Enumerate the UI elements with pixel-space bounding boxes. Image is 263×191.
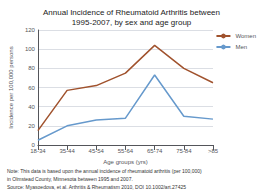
- svg-text:75-84: 75-84: [176, 148, 192, 154]
- svg-text:45-54: 45-54: [89, 148, 105, 154]
- svg-text:120: 120: [25, 27, 36, 33]
- svg-text:80: 80: [28, 65, 35, 71]
- svg-text:>85: >85: [208, 148, 219, 154]
- svg-text:0: 0: [31, 142, 35, 148]
- svg-text:in Olmstead County, Minnesota: in Olmstead County, Minnesota between 19…: [7, 176, 133, 182]
- svg-text:Source: Myasoedova, et al. Art: Source: Myasoedova, et al. Arthritis & R…: [7, 184, 186, 190]
- svg-text:20: 20: [28, 123, 35, 129]
- svg-text:100: 100: [25, 46, 36, 52]
- svg-text:Men: Men: [235, 44, 247, 50]
- svg-text:18-34: 18-34: [30, 148, 46, 154]
- svg-text:Note: This data is based upon: Note: This data is based upon the annual…: [7, 168, 202, 174]
- svg-text:65-74: 65-74: [147, 148, 163, 154]
- svg-text:Age groups (yrs): Age groups (yrs): [103, 159, 147, 165]
- svg-text:Incidence per 100,000 persons: Incidence per 100,000 persons: [8, 46, 14, 128]
- svg-text:Women: Women: [235, 33, 256, 39]
- svg-text:Annual Incidence of Rheumatoid: Annual Incidence of Rheumatoid Arthritis…: [43, 8, 220, 17]
- svg-text:40: 40: [28, 104, 35, 110]
- svg-text:1995-2007, by sex and age grou: 1995-2007, by sex and age group: [72, 18, 192, 27]
- svg-text:35-44: 35-44: [59, 148, 75, 154]
- svg-text:55-64: 55-64: [118, 148, 134, 154]
- svg-text:60: 60: [28, 85, 35, 91]
